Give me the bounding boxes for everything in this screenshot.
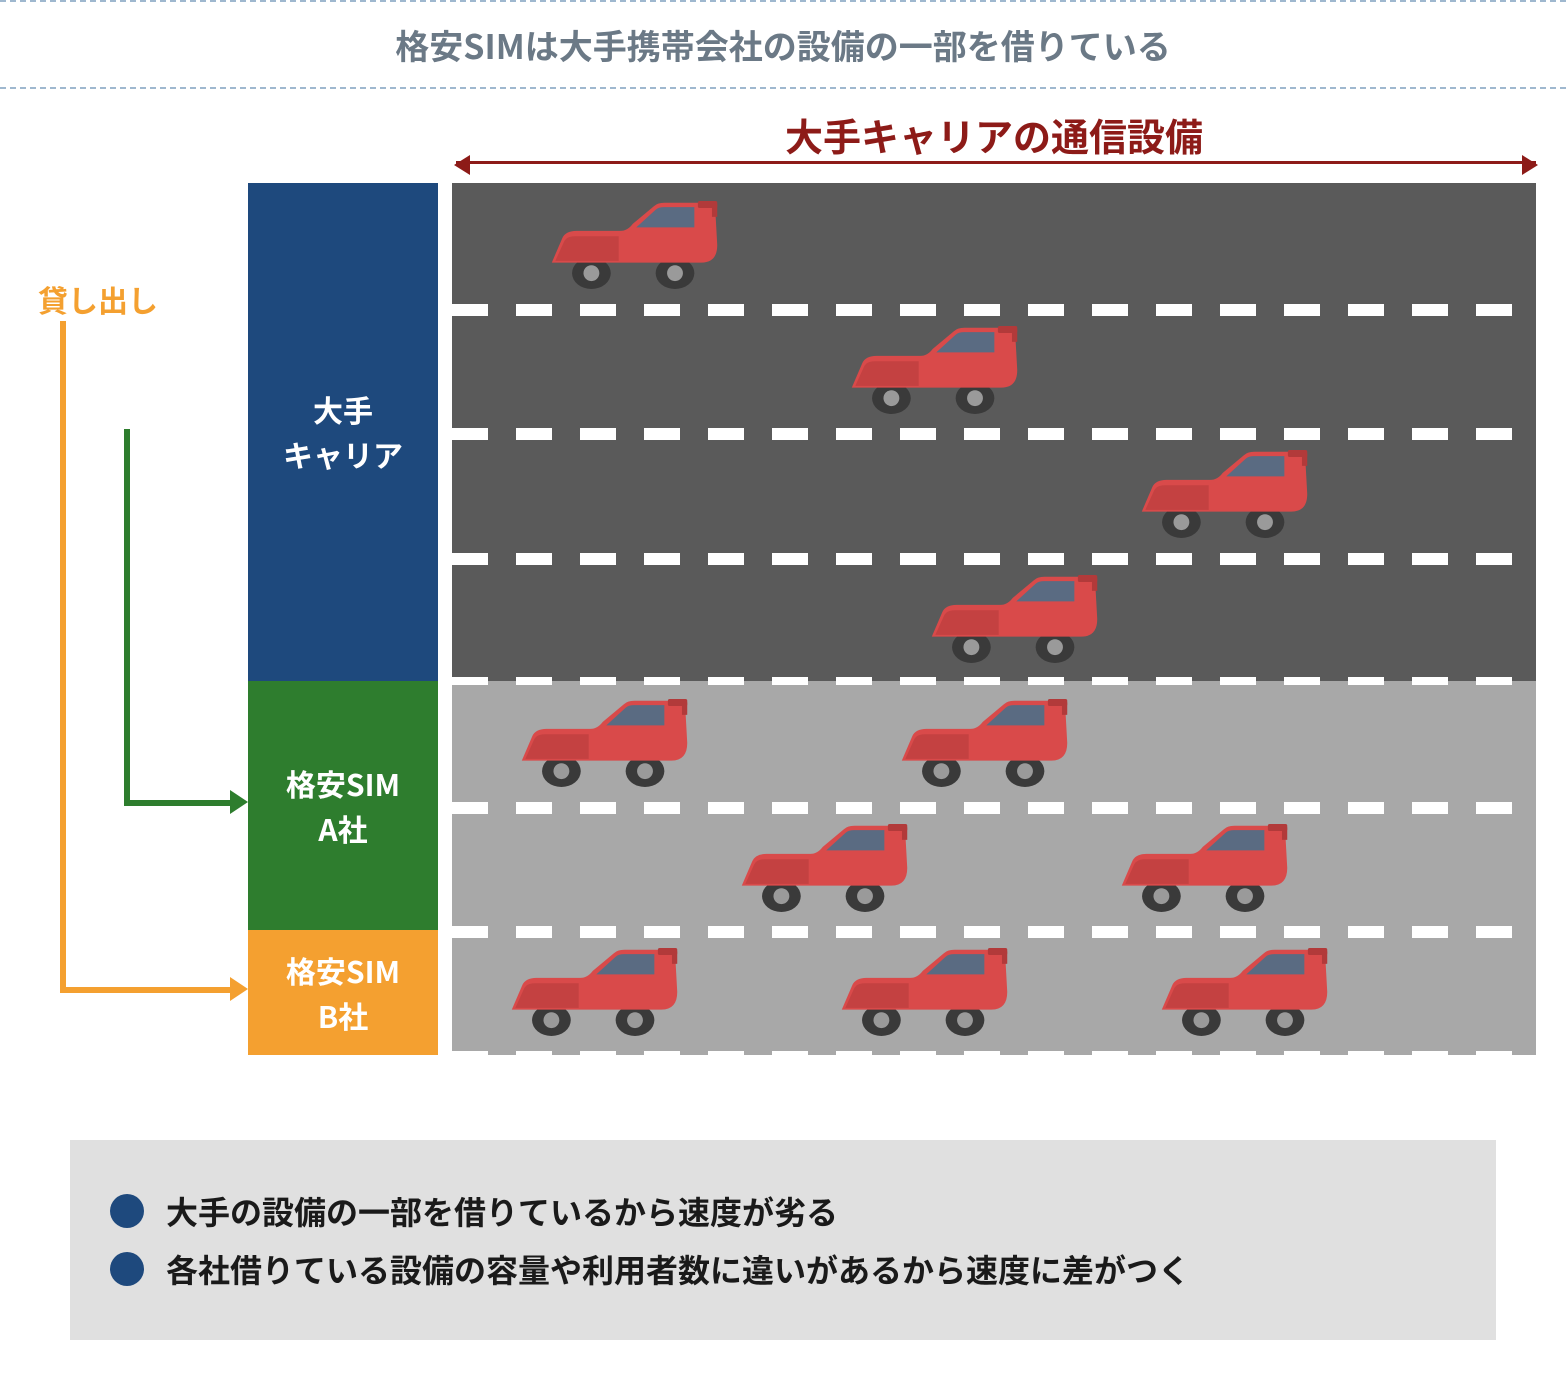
car-icon	[502, 948, 680, 1036]
road-heading: 大手キャリアの通信設備	[452, 107, 1536, 162]
car-icon	[542, 201, 720, 289]
car-icon	[842, 326, 1020, 414]
car-icon	[892, 699, 1070, 787]
lend-label: 貸し出し	[38, 277, 158, 321]
lane	[452, 806, 1536, 931]
diagram-stage: 大手キャリアの通信設備 大手 キャリア 格安SIM A社 格安SIM B社	[0, 89, 1566, 1129]
footer-item-2: 各社借りている設備の容量や利用者数に違いがあるから速度に差がつく	[110, 1246, 1456, 1292]
road-width-arrow	[456, 161, 1536, 164]
car-icon	[1132, 450, 1310, 538]
connector-to-a	[124, 429, 238, 806]
bullet-icon	[110, 1194, 144, 1228]
label-a-line2: A社	[318, 806, 367, 851]
footer-text-2: 各社借りている設備の容量や利用者数に違いがあるから速度に差がつく	[166, 1246, 1190, 1292]
arrowhead-a	[230, 790, 248, 814]
car-icon	[1112, 824, 1290, 912]
lane	[452, 557, 1536, 682]
car-icon	[512, 699, 690, 787]
car-icon	[1152, 948, 1330, 1036]
road	[452, 183, 1536, 1055]
lane	[452, 308, 1536, 433]
label-a-line1: 格安SIM	[286, 761, 400, 806]
arrowhead-b	[230, 977, 248, 1001]
lane	[452, 432, 1536, 557]
lane	[452, 930, 1536, 1055]
lane	[452, 681, 1536, 806]
footer-item-1: 大手の設備の一部を借りているから速度が劣る	[110, 1188, 1456, 1234]
footer-text-1: 大手の設備の一部を借りているから速度が劣る	[166, 1188, 838, 1234]
label-major-carrier: 大手 キャリア	[248, 183, 438, 681]
label-major-line1: 大手	[313, 387, 373, 432]
label-mvno-b: 格安SIM B社	[248, 930, 438, 1055]
lane	[452, 183, 1536, 308]
footer-box: 大手の設備の一部を借りているから速度が劣る 各社借りている設備の容量や利用者数に…	[70, 1140, 1496, 1340]
label-mvno-a: 格安SIM A社	[248, 681, 438, 930]
bullet-icon	[110, 1252, 144, 1286]
car-icon	[922, 575, 1100, 663]
page-title: 格安SIMは大手携帯会社の設備の一部を借りている	[395, 20, 1170, 69]
carrier-label-column: 大手 キャリア 格安SIM A社 格安SIM B社	[248, 183, 438, 1055]
car-icon	[832, 948, 1010, 1036]
road-major	[452, 183, 1536, 681]
road-minor	[452, 681, 1536, 1055]
title-band: 格安SIMは大手携帯会社の設備の一部を借りている	[0, 0, 1566, 89]
label-b-line1: 格安SIM	[286, 948, 400, 993]
label-major-line2: キャリア	[283, 432, 403, 477]
label-b-line2: B社	[318, 993, 368, 1038]
car-icon	[732, 824, 910, 912]
